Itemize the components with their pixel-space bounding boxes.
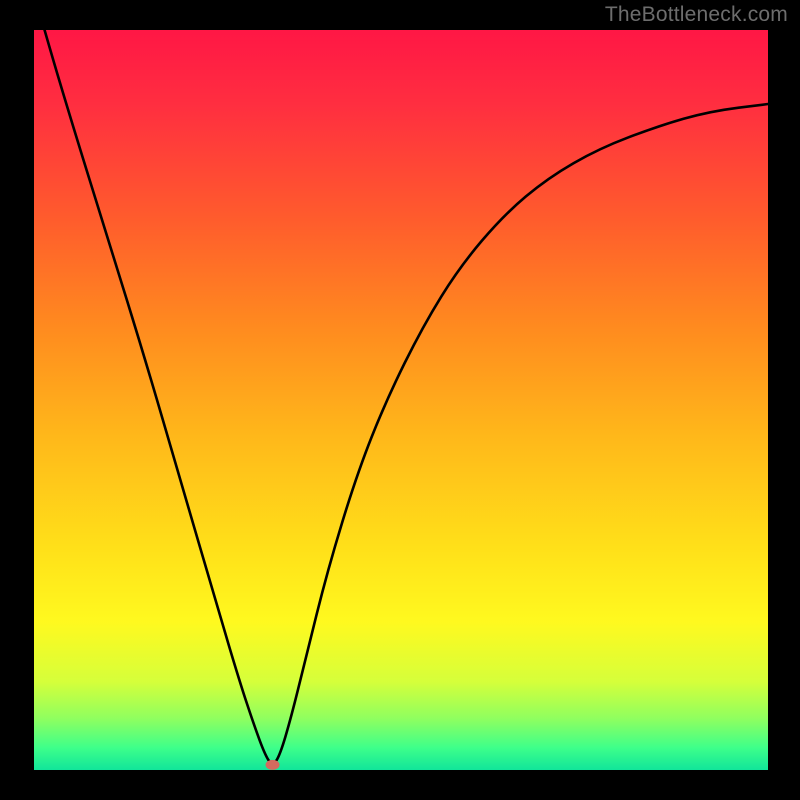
plot-background: [34, 30, 768, 770]
optimal-point-marker: [266, 760, 280, 770]
chart-canvas: TheBottleneck.com: [0, 0, 800, 800]
bottleneck-plot-svg: [0, 0, 800, 800]
watermark-label: TheBottleneck.com: [605, 3, 788, 27]
